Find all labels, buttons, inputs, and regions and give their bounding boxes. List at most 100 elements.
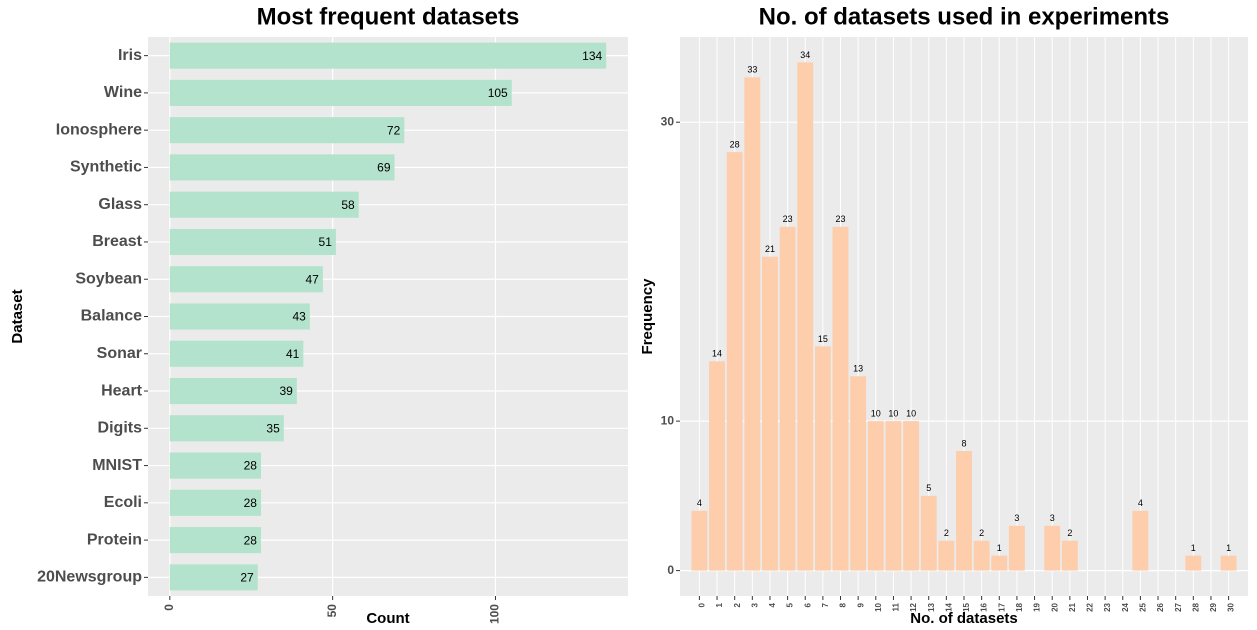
x-tick-label: 7 xyxy=(821,602,830,607)
bar xyxy=(169,489,261,516)
x-axis-title: No. of datasets xyxy=(910,610,1018,627)
bar xyxy=(832,226,849,571)
bar xyxy=(169,191,359,218)
data-label: 3 xyxy=(1050,513,1055,523)
bar xyxy=(169,564,258,591)
bar xyxy=(991,555,1008,571)
y-tick-label: Soybean xyxy=(75,270,142,287)
chart-title: Most frequent datasets xyxy=(257,3,520,30)
bar xyxy=(797,62,814,571)
bar xyxy=(169,340,304,367)
y-tick-label: Balance xyxy=(81,308,142,325)
x-tick-label: 27 xyxy=(1174,602,1183,611)
data-label: 47 xyxy=(306,272,320,286)
y-tick-label: Breast xyxy=(92,233,142,250)
x-tick-label: 20 xyxy=(1050,602,1059,611)
data-label: 5 xyxy=(926,483,931,493)
data-label: 2 xyxy=(944,528,949,538)
bar xyxy=(691,510,708,571)
y-tick-label: MNIST xyxy=(92,457,142,474)
x-tick-label: 0 xyxy=(698,602,707,607)
x-tick-label: 6 xyxy=(803,602,812,607)
data-label: 10 xyxy=(906,409,916,419)
y-axis-title: Frequency xyxy=(639,278,656,355)
y-tick-label: Iris xyxy=(118,47,142,64)
x-tick-label: 11 xyxy=(892,602,901,611)
data-label: 23 xyxy=(836,214,846,224)
x-tick-label: 17 xyxy=(997,602,1006,611)
bar xyxy=(169,303,310,330)
y-tick-label: Synthetic xyxy=(70,159,142,176)
y-tick-label: Protein xyxy=(87,531,142,548)
bar xyxy=(726,152,743,571)
data-label: 1 xyxy=(1191,543,1196,553)
data-label: 4 xyxy=(697,498,702,508)
x-tick-label: 5 xyxy=(786,602,795,607)
data-label: 10 xyxy=(888,409,898,419)
x-tick-label: 22 xyxy=(1086,602,1095,611)
data-label: 43 xyxy=(292,310,306,324)
data-label: 34 xyxy=(800,50,810,60)
y-tick-label: Heart xyxy=(101,382,143,399)
data-label: 134 xyxy=(582,49,602,63)
y-tick-label: Wine xyxy=(104,84,142,101)
bar xyxy=(850,376,867,571)
x-tick-label: 29 xyxy=(1209,602,1218,611)
x-tick-label: 25 xyxy=(1139,602,1148,611)
x-tick-label: 3 xyxy=(750,602,759,607)
bar xyxy=(903,421,920,571)
x-tick-label: 28 xyxy=(1191,602,1200,611)
bar xyxy=(1061,540,1078,571)
data-label: 33 xyxy=(747,65,757,75)
data-label: 1 xyxy=(1226,543,1231,553)
bar xyxy=(709,361,725,571)
data-label: 23 xyxy=(783,214,793,224)
x-tick-label: 23 xyxy=(1103,602,1112,611)
x-tick-label: 12 xyxy=(909,602,918,611)
data-label: 27 xyxy=(240,571,254,585)
data-label: 69 xyxy=(377,161,391,175)
data-label: 58 xyxy=(341,198,355,212)
x-tick-label: 2 xyxy=(733,602,742,607)
data-label: 8 xyxy=(961,438,966,448)
x-tick-label: 0 xyxy=(162,604,176,611)
bar xyxy=(973,540,990,571)
x-tick-label: 24 xyxy=(1121,602,1130,611)
data-label: 39 xyxy=(279,384,293,398)
x-tick-label: 1 xyxy=(715,602,724,607)
bar xyxy=(744,77,761,571)
data-label: 2 xyxy=(979,528,984,538)
data-label: 35 xyxy=(266,421,280,435)
data-label: 15 xyxy=(818,334,828,344)
bar xyxy=(169,228,336,256)
bar xyxy=(169,266,323,293)
bar xyxy=(169,527,261,554)
bar xyxy=(1185,555,1202,571)
data-label: 28 xyxy=(244,496,258,510)
y-tick-label: Ecoli xyxy=(104,494,142,511)
bar xyxy=(762,256,778,571)
data-label: 72 xyxy=(387,123,401,137)
x-tick-label: 16 xyxy=(980,602,989,611)
bar xyxy=(1044,525,1061,571)
x-tick-label: 19 xyxy=(1033,602,1042,611)
data-label: 3 xyxy=(1014,513,1019,523)
bar xyxy=(169,415,284,442)
bar xyxy=(814,346,831,571)
data-label: 10 xyxy=(871,409,881,419)
bar xyxy=(169,377,297,405)
data-label: 1 xyxy=(997,543,1002,553)
x-tick-label: 14 xyxy=(944,602,953,611)
data-label: 51 xyxy=(319,235,333,249)
x-tick-label: 10 xyxy=(874,602,883,611)
x-tick-label: 100 xyxy=(488,604,502,624)
bar xyxy=(169,42,607,69)
bar xyxy=(169,79,512,106)
x-tick-label: 26 xyxy=(1156,602,1165,611)
bar xyxy=(1132,510,1149,571)
data-label: 14 xyxy=(712,349,722,359)
x-axis-title: Count xyxy=(366,610,409,627)
data-label: 2 xyxy=(1067,528,1072,538)
bar xyxy=(169,154,395,181)
